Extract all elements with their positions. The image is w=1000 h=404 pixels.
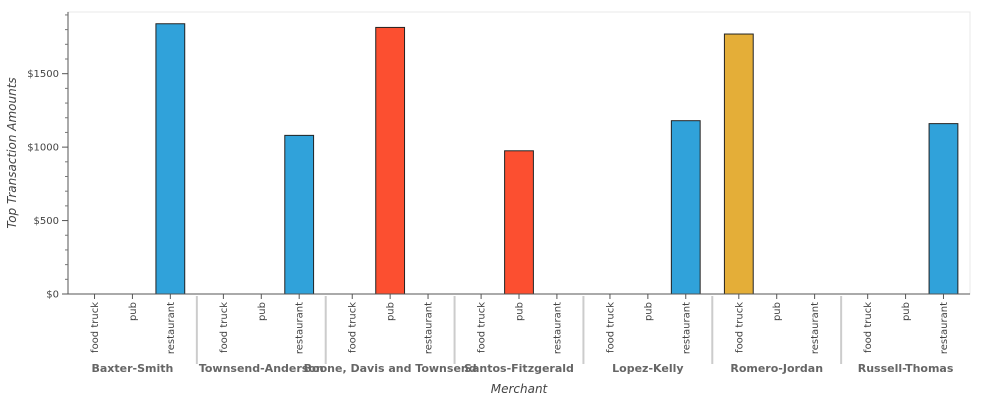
bar [723, 33, 754, 295]
x-subcategory-label: food truck [734, 302, 745, 353]
x-subcategory-label: pub [643, 302, 654, 321]
bar [928, 123, 959, 295]
x-group-label: Russell-Thomas [858, 362, 954, 375]
y-axis: $0 $500 $1000 $1500 [27, 12, 69, 301]
y-tick-label: $500 [34, 216, 59, 227]
x-group-label: Romero-Jordan [730, 362, 823, 375]
x-subcategory-label: restaurant [939, 302, 950, 354]
x-axis: food truck pub restaurant Baxter-Smith food … [68, 293, 970, 375]
x-subcategory-label: food truck [863, 302, 874, 353]
y-tick-label: $1000 [27, 143, 59, 154]
x-subcategory-label: restaurant [552, 302, 563, 354]
bar [670, 120, 701, 295]
x-subcategory-label: pub [386, 302, 397, 321]
x-subcategory-label: restaurant [424, 302, 435, 354]
x-subcategory-label: pub [515, 302, 526, 321]
x-subcategory-label: pub [257, 302, 268, 321]
bar [155, 23, 186, 295]
x-subcategory-label: restaurant [681, 302, 692, 354]
x-subcategory-label: restaurant [166, 302, 177, 354]
bar [375, 26, 406, 295]
x-subcategory-label: restaurant [295, 302, 306, 354]
x-group-label: Lopez-Kelly [612, 362, 683, 375]
y-tick-label: $1500 [27, 69, 59, 80]
x-group-label: Santos-Fitzgerald [464, 362, 574, 375]
bar [284, 134, 315, 295]
y-tick-label: $0 [46, 290, 59, 301]
x-group-label: Baxter-Smith [91, 362, 173, 375]
x-subcategory-label: restaurant [810, 302, 821, 354]
x-group-label: Townsend-Anderson [199, 362, 324, 375]
x-subcategory-label: pub [128, 302, 139, 321]
bars [155, 23, 959, 295]
x-subcategory-label: pub [901, 302, 912, 321]
x-group-label: Boone, Davis and Townsend [304, 362, 477, 375]
x-subcategory-label: food truck [348, 302, 359, 353]
x-subcategory-label: food truck [90, 302, 101, 353]
x-subcategory-label: food truck [477, 302, 488, 353]
x-subcategory-label: pub [772, 302, 783, 321]
y-axis-title: Top Transaction Amounts [5, 77, 19, 228]
x-subcategory-label: food truck [605, 302, 616, 353]
x-subcategory-label: food truck [219, 302, 230, 353]
x-axis-title: Merchant [491, 382, 549, 396]
bar [504, 150, 534, 295]
